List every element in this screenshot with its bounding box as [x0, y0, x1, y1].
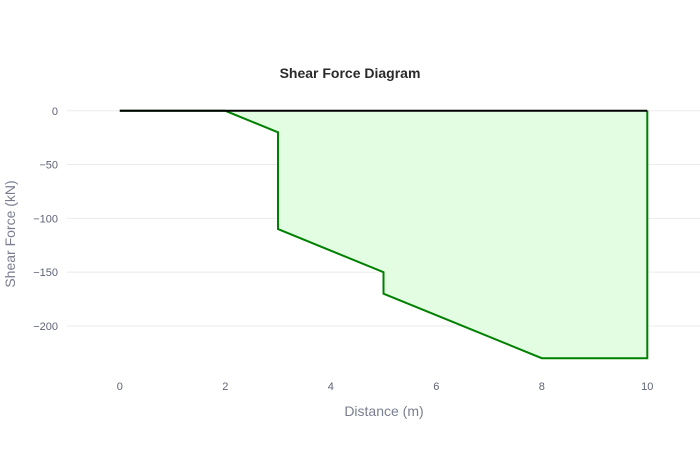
y-tick-label: −50	[39, 160, 58, 172]
y-axis-ticks: 0 −50 −100 −150 −200	[33, 106, 58, 333]
x-tick-label: 2	[222, 381, 228, 393]
y-tick-label: −100	[33, 213, 58, 225]
x-tick-label: 0	[117, 381, 123, 393]
series-layer	[119, 109, 649, 360]
x-tick-label: 8	[539, 381, 545, 393]
x-axis-ticks: 0 2 4 6 8 10	[117, 381, 654, 393]
x-tick-label: 4	[328, 381, 334, 393]
y-tick-label: −150	[33, 267, 58, 279]
y-tick-label: −200	[33, 321, 58, 333]
shear-force-fill	[119, 110, 648, 359]
shear-force-line	[119, 109, 649, 360]
y-tick-label: 0	[52, 106, 58, 118]
x-tick-label: 10	[641, 381, 653, 393]
x-axis-title: Distance (m)	[344, 403, 423, 419]
y-axis-title: Shear Force (kN)	[2, 180, 18, 287]
chart-title: Shear Force Diagram	[280, 65, 421, 81]
x-tick-label: 6	[433, 381, 439, 393]
